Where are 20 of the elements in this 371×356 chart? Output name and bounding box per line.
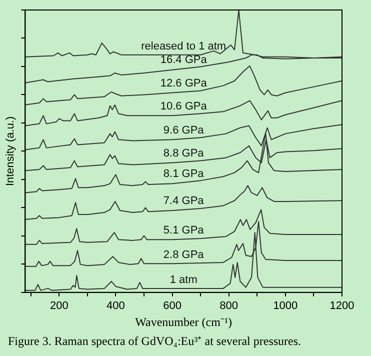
series-label: 8.8 GPa [163,148,205,160]
caption: Figure 3. Raman spectra of GdVO₄:Eu³⁺ at several pressures. [7,333,302,349]
x-tick-label: 200 [50,300,68,312]
x-tick-label: 600 [163,300,182,312]
x-tick-label: 1200 [330,300,354,312]
series-label: 7.4 GPa [163,195,205,208]
series-label: 2.8 GPa [163,248,205,261]
y-axis-title: Intensity (a.u.) [4,116,17,186]
series-label: released to 1 atm [141,40,226,52]
x-tick-label: 1000 [273,300,298,312]
x-axis-title: Wavenumber (cm⁻¹) [135,314,232,329]
x-tick-label: 800 [220,300,238,312]
series-label: 5.1 GPa [163,224,205,237]
series-label: 10.6 GPa [160,100,208,112]
x-tick-label: 400 [106,300,125,312]
series-label: 1 atm [170,274,198,286]
series-label: 12.6 GPa [160,77,208,90]
series-label: 9.6 GPa [163,124,205,136]
series-label: 8.1 GPa [163,168,205,180]
series-label: 16.4 GPa [160,54,208,66]
